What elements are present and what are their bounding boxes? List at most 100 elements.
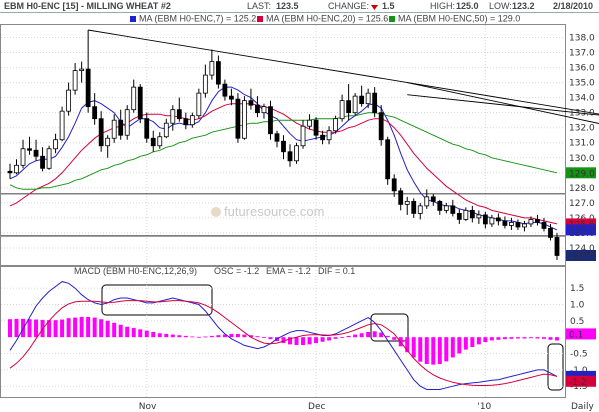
macd-histogram-bar [548,337,553,340]
macd-histogram-bar [151,331,156,338]
price-value-badge [566,167,596,179]
candle-up [59,110,65,141]
macd-histogram-bar [8,319,12,338]
macd-histogram-bar [60,319,65,338]
candle-up [20,148,26,166]
macd-marks [8,281,559,390]
macd-grid [1,267,565,397]
candle-down [378,112,384,141]
macd-histogram-bar [125,326,130,338]
macd-histogram-bar [118,324,123,338]
candle-down [85,68,91,108]
macd-histogram-bar [92,317,97,338]
candle-down [176,109,182,120]
macd-annotation-box-1 [101,284,213,316]
candle-up [528,219,534,225]
candle-down [313,119,319,136]
macd-histogram-bar [14,318,19,338]
macd-histogram-bar [314,337,319,344]
price-panel-frame [0,24,566,266]
macd-value-badge-text: 0.1 [569,330,583,340]
macd-histogram-bar [327,337,332,341]
macd-line [9,281,558,390]
macd-legend-text: MACD (EBM H0-ENC,12,26,9) [74,266,197,276]
price-y-tick-label: 132.0 [569,124,595,134]
last-label: LAST: [247,1,271,11]
watermark: futuresource.com [211,204,324,219]
macd-histogram-bar [157,333,162,338]
candle-down [92,106,98,120]
macd-histogram-bar [476,337,481,345]
macd-histogram-bar [307,337,312,345]
candle-down [229,95,234,100]
candle-down [548,228,553,238]
watermark-text: futuresource.com [224,204,324,219]
candle-down [248,100,254,106]
macd-histogram-bar [379,332,384,338]
candle-down [515,222,521,228]
macd-histogram-bar [79,316,84,338]
x-axis-label: '10 [477,402,491,412]
candle-down [456,212,462,220]
candle-down [372,92,378,114]
price-y-tick-label: 133.0 [569,109,595,119]
candle-up [242,100,247,139]
macd-histogram-bar [301,337,306,346]
candle-down [554,237,560,256]
macd-histogram-bar [47,320,52,338]
macd-annotation-box-3 [547,343,564,391]
price-y-tick-label: 130.0 [569,154,595,164]
macd-histogram-bar [177,335,182,338]
macd-histogram-bar [509,337,514,339]
macd-histogram-bar [203,336,208,338]
candle-up [417,205,423,214]
macd-histogram-bar [489,337,494,341]
macd-histogram-bar [457,337,462,354]
price-value-badge [566,249,596,261]
macd-histogram-bar [437,337,442,364]
macd-histogram-bar [112,322,117,338]
macd-histogram-bar [216,335,221,338]
x-axis-label: Daily [571,402,594,412]
macd-histogram-bar [528,337,533,339]
header-date: 2/18/2010 [553,1,593,11]
macd-histogram-bar [555,337,559,341]
candle-up [79,68,85,71]
macd-histogram-bar [405,337,410,353]
macd-histogram-bar [34,319,39,338]
macd-annotation-box-2 [370,313,409,342]
candle-up [509,222,514,226]
macd-histogram-bar [229,333,234,338]
macd-histogram-bar [535,337,540,339]
low-value: 123.2 [512,1,535,11]
candle-down [469,209,475,219]
x-axis-label: Dec [308,402,325,412]
candle-down [385,139,391,180]
axis-labels: 124.0125.0126.0127.0128.0129.0130.0131.0… [139,34,596,412]
price-value-badge-text: 125.2 [569,226,595,236]
ma20-legend-text: MA (EBM H0-ENC,20) = 125.6 [266,14,388,24]
macd-histogram-bar [502,337,507,340]
candle-up [307,119,312,127]
trendline [407,82,599,124]
candle-up [196,92,202,117]
candle-up [339,100,345,120]
macd-histogram-bar [418,337,423,362]
price-value-badge [566,218,596,230]
macd-histogram-bar [353,334,358,338]
price-y-tick-label: 128.0 [569,184,595,194]
macd-y-tick-label: 1.0 [570,301,585,311]
macd-y-tick-label: 1.5 [570,284,584,294]
watermark-globe-icon [211,207,221,217]
candle-down [359,95,365,105]
macd-histogram-bar [424,337,429,364]
low-label: LOW: [489,1,512,11]
candle-down [495,217,501,222]
price-value-badge-text: 123.5 [569,252,595,262]
candle-down [150,137,156,147]
ma50-legend-text: MA (EBM H0-ENC,50) = 129.0 [398,14,520,24]
candle-up [53,139,58,150]
candle-down [281,140,286,153]
candle-up [131,86,137,111]
ma7-legend-swatch [130,16,136,22]
